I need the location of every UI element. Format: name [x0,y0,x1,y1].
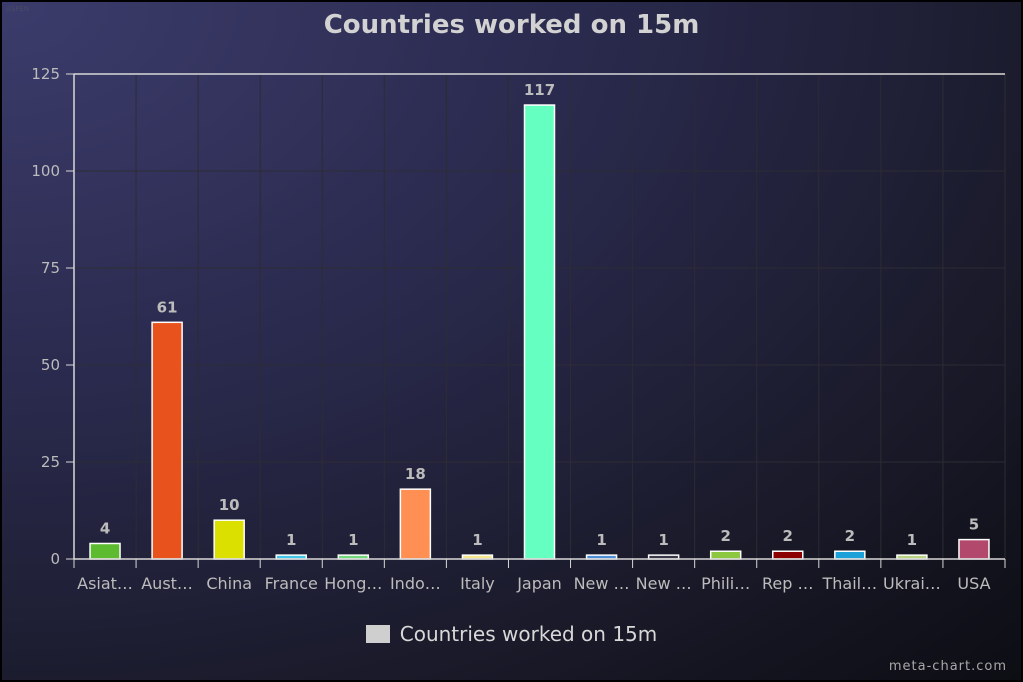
data-label: 2 [845,527,855,545]
chart-title: Countries worked on 15m [323,10,700,40]
data-label: 1 [907,531,917,549]
watermark: meta-chart.com [888,659,1007,674]
y-tick-label: 100 [31,162,60,180]
x-tick-label: Thail… [822,574,878,593]
bar[interactable] [958,538,990,560]
bar[interactable] [709,550,742,560]
x-tick-label: Italy [460,574,495,593]
corner-tag: ASPEN [6,5,30,13]
x-tick-label: Japan [516,574,562,593]
x-tick-label: Hong… [324,574,382,593]
x-tick-label: Indo… [390,574,441,593]
y-tick-label: 125 [31,65,60,83]
x-tick-label: Asiat… [77,574,133,593]
data-label: 61 [157,298,178,316]
data-label: 1 [286,531,296,549]
data-label: 2 [720,527,730,545]
data-label: 10 [219,496,240,514]
x-tick-label: Rep … [762,574,813,593]
x-tick-label: China [206,574,252,593]
data-label: 1 [472,531,482,549]
data-label: 5 [969,516,979,534]
x-tick-label: Phili… [701,574,750,593]
x-tick-label: New … [636,574,692,593]
y-tick-label: 50 [41,356,60,374]
data-label: 18 [405,465,426,483]
legend-swatch[interactable] [365,625,390,643]
data-label: 2 [783,527,793,545]
x-tick-label: France [265,574,318,593]
bar[interactable] [772,550,804,560]
legend[interactable]: Countries worked on 15m [2,622,1021,646]
bar[interactable] [834,550,866,560]
data-label: 4 [100,519,110,537]
x-tick-label: Aust… [141,574,193,593]
y-tick-label: 75 [41,259,60,277]
data-label: 117 [524,81,555,99]
bar[interactable] [523,104,556,560]
bar[interactable] [399,488,432,560]
data-label: 1 [596,531,606,549]
bar[interactable] [213,519,245,560]
x-tick-label: USA [957,574,990,593]
x-tick-label: New … [574,574,630,593]
x-tick-label: Ukrai… [883,574,941,593]
data-label: 1 [348,531,358,549]
bar[interactable] [151,321,183,560]
bar[interactable] [89,542,121,560]
y-tick-label: 25 [41,453,60,471]
legend-label[interactable]: Countries worked on 15m [399,622,658,646]
y-tick-label: 0 [50,550,60,568]
data-label: 1 [658,531,668,549]
